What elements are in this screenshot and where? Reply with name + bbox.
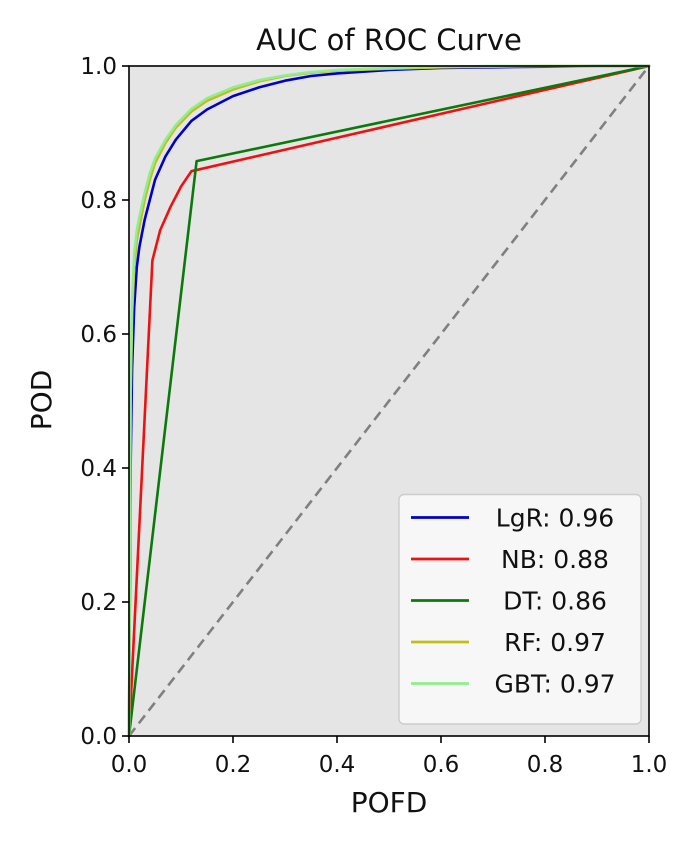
legend-box: [398, 493, 642, 725]
y-tick-label: 1.0: [80, 54, 117, 80]
x-axis-ticks: 0.0 0.2 0.4 0.6 0.8 1.0: [111, 736, 668, 778]
plot-frame: [128, 65, 650, 737]
diagonal-reference-line: [127, 65, 651, 737]
x-tick-label: 0.8: [527, 752, 564, 778]
y-axis-label: POD: [25, 370, 58, 430]
x-axis-label: POFD: [351, 786, 428, 819]
y-tick-label: 0.0: [80, 724, 117, 750]
legend-label: RF: 0.97: [504, 628, 606, 657]
x-tick-label: 0.4: [319, 752, 356, 778]
x-tick-label: 0.2: [215, 752, 252, 778]
series-line-1: [127, 64, 651, 738]
legend-label: DT: 0.86: [503, 587, 607, 616]
y-tick-label: 0.4: [80, 456, 117, 482]
legend-label: GBT: 0.97: [494, 670, 615, 699]
y-tick-label: 0.6: [80, 322, 117, 348]
y-tick-label: 0.2: [80, 590, 117, 616]
y-axis-ticks: 0.0 0.2 0.4 0.6 0.8 1.0: [80, 54, 129, 750]
x-tick-label: 0.0: [111, 752, 148, 778]
series-line-2: [127, 64, 651, 738]
x-tick-label: 0.6: [423, 752, 460, 778]
legend: LgR: 0.96 NB: 0.88 DT: 0.86 RF: 0.97 GBT: 0.…: [398, 493, 642, 725]
chart-title: AUC of ROC Curve: [256, 23, 522, 57]
legend-label: LgR: 0.96: [496, 504, 614, 533]
diagonal-layer: [127, 65, 651, 737]
y-tick-label: 0.8: [80, 188, 117, 214]
legend-label: NB: 0.88: [501, 545, 609, 574]
x-tick-label: 1.0: [631, 752, 668, 778]
